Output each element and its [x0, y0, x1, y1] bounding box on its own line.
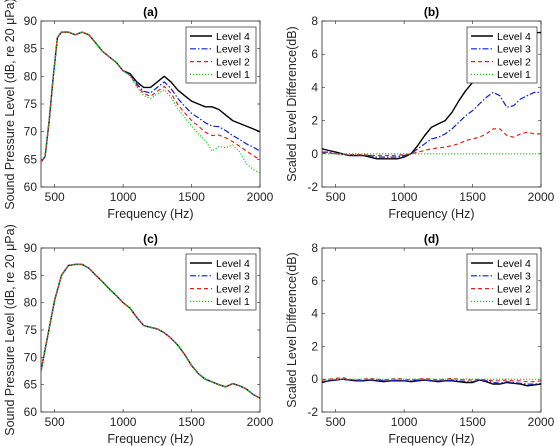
panel-3: 60 65 70 75 80 85 90 500 1000 1500 2000 (c) Frequenc…: [3, 224, 274, 446]
x-axis-label: Frequency (Hz): [107, 432, 193, 446]
series-line-level-4: [41, 31, 260, 163]
legend-entry-label: Level 4: [216, 258, 250, 270]
legend-entry-label: Level 2: [216, 283, 250, 295]
y-tick-label: 70: [24, 350, 38, 364]
x-tick-label: 2000: [247, 415, 274, 429]
series-group: [322, 377, 541, 387]
y-tick-label: 6: [311, 274, 318, 288]
x-axis-label: Frequency (Hz): [388, 207, 474, 221]
x-tick-label: 1500: [459, 190, 486, 204]
series-group: [41, 263, 260, 399]
y-tick-label: 75: [24, 323, 38, 337]
x-tick-label: 500: [45, 190, 65, 204]
legend-entry-label: Level 2: [497, 283, 531, 295]
series-line-level-1: [41, 31, 260, 174]
series-line-level-2: [41, 263, 260, 399]
y-tick-label: 8: [311, 241, 318, 255]
x-axis-label: Frequency (Hz): [107, 207, 193, 221]
y-axis-label: Sound Pressure Level (dB, re 20 μPa): [3, 0, 17, 210]
legend-entry-label: Level 3: [216, 271, 250, 283]
x-tick-label: 1000: [110, 415, 137, 429]
panel-4: -2 0 2 4 6 8 500 1000 1500 2000 (d) Frequency (Hz) S…: [285, 232, 555, 446]
y-tick-label: 65: [24, 378, 38, 392]
y-tick-label: 4: [311, 80, 318, 94]
x-tick-label: 500: [326, 415, 346, 429]
x-tick-label: 500: [326, 190, 346, 204]
legend-entry-label: Level 3: [497, 44, 531, 56]
x-tick-label: 2000: [247, 190, 274, 204]
x-tick-label: 1500: [459, 415, 486, 429]
legend-entry-label: Level 1: [497, 69, 531, 81]
y-tick-label: 65: [24, 152, 38, 166]
y-axis-label: Sound Pressure Level (dB, re 20 μPa): [3, 224, 17, 435]
y-tick-label: 60: [24, 405, 38, 419]
y-tick-label: 80: [24, 296, 38, 310]
legend-entry-label: Level 4: [216, 31, 250, 43]
y-tick-label: 4: [311, 307, 318, 321]
legend-entry-label: Level 4: [497, 258, 531, 270]
x-axis-label: Frequency (Hz): [388, 432, 474, 446]
legend-entry-label: Level 4: [497, 31, 531, 43]
y-tick-label: 0: [311, 147, 318, 161]
legend-entry-label: Level 3: [497, 271, 531, 283]
y-tick-label: 6: [311, 47, 318, 61]
y-tick-label: 85: [24, 42, 38, 56]
legend-entry-label: Level 1: [216, 69, 250, 81]
series-line-level-3: [322, 91, 541, 158]
y-tick-label: 8: [311, 14, 318, 28]
series-line-level-3: [41, 31, 260, 163]
y-tick-label: 60: [24, 180, 38, 194]
y-tick-label: 75: [24, 97, 38, 111]
x-tick-label: 1000: [391, 190, 418, 204]
y-tick-label: 85: [24, 268, 38, 282]
series-group: [41, 31, 260, 174]
y-tick-label: 80: [24, 69, 38, 83]
panel-1: 60 65 70 75 80 85 90 500 1000 1500 2000 (a) Frequenc…: [3, 0, 274, 221]
x-tick-label: 2000: [528, 415, 555, 429]
legend-entry-label: Level 2: [497, 56, 531, 68]
y-tick-label: 90: [24, 14, 38, 28]
y-tick-label: 2: [311, 339, 318, 353]
y-tick-label: 70: [24, 125, 38, 139]
x-tick-label: 2000: [528, 190, 555, 204]
x-tick-label: 500: [45, 415, 65, 429]
y-tick-label: 90: [24, 241, 38, 255]
y-axis-label: Scaled Level Difference(dB): [285, 252, 299, 407]
y-tick-label: 2: [311, 114, 318, 128]
panel-2: -2 0 2 4 6 8 500 1000 1500 2000 (b) Frequency (Hz) S…: [285, 5, 555, 221]
panel-title: (a): [143, 5, 158, 19]
y-tick-label: -2: [307, 180, 318, 194]
panel-title: (d): [424, 232, 439, 246]
series-line-level-2: [41, 31, 260, 163]
legend-entry-label: Level 2: [216, 56, 250, 68]
x-tick-label: 1000: [391, 415, 418, 429]
x-tick-label: 1000: [110, 190, 137, 204]
legend-entry-label: Level 1: [497, 296, 531, 308]
x-tick-label: 1500: [178, 415, 205, 429]
y-tick-label: 0: [311, 372, 318, 386]
panel-title: (b): [424, 5, 439, 19]
y-tick-label: -2: [307, 405, 318, 419]
y-axis-label: Scaled Level Difference(dB): [285, 26, 299, 181]
x-tick-label: 1500: [178, 190, 205, 204]
legend-entry-label: Level 3: [216, 44, 250, 56]
series-line-level-2: [322, 128, 541, 157]
panel-title: (c): [143, 232, 158, 246]
legend-entry-label: Level 1: [216, 296, 250, 308]
